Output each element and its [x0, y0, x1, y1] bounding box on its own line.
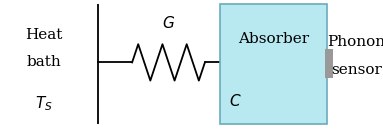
Text: $G$: $G$	[162, 15, 175, 31]
Text: sensor: sensor	[331, 63, 381, 77]
Bar	[220, 4, 327, 124]
Text: Phonon: Phonon	[327, 35, 383, 49]
Text: $C$: $C$	[229, 93, 242, 109]
Text: bath: bath	[27, 55, 61, 69]
Text: Heat: Heat	[25, 28, 63, 42]
Text: $T_S$: $T_S$	[35, 95, 53, 113]
Text: Absorber: Absorber	[238, 32, 309, 46]
Bar	[325, 49, 333, 78]
